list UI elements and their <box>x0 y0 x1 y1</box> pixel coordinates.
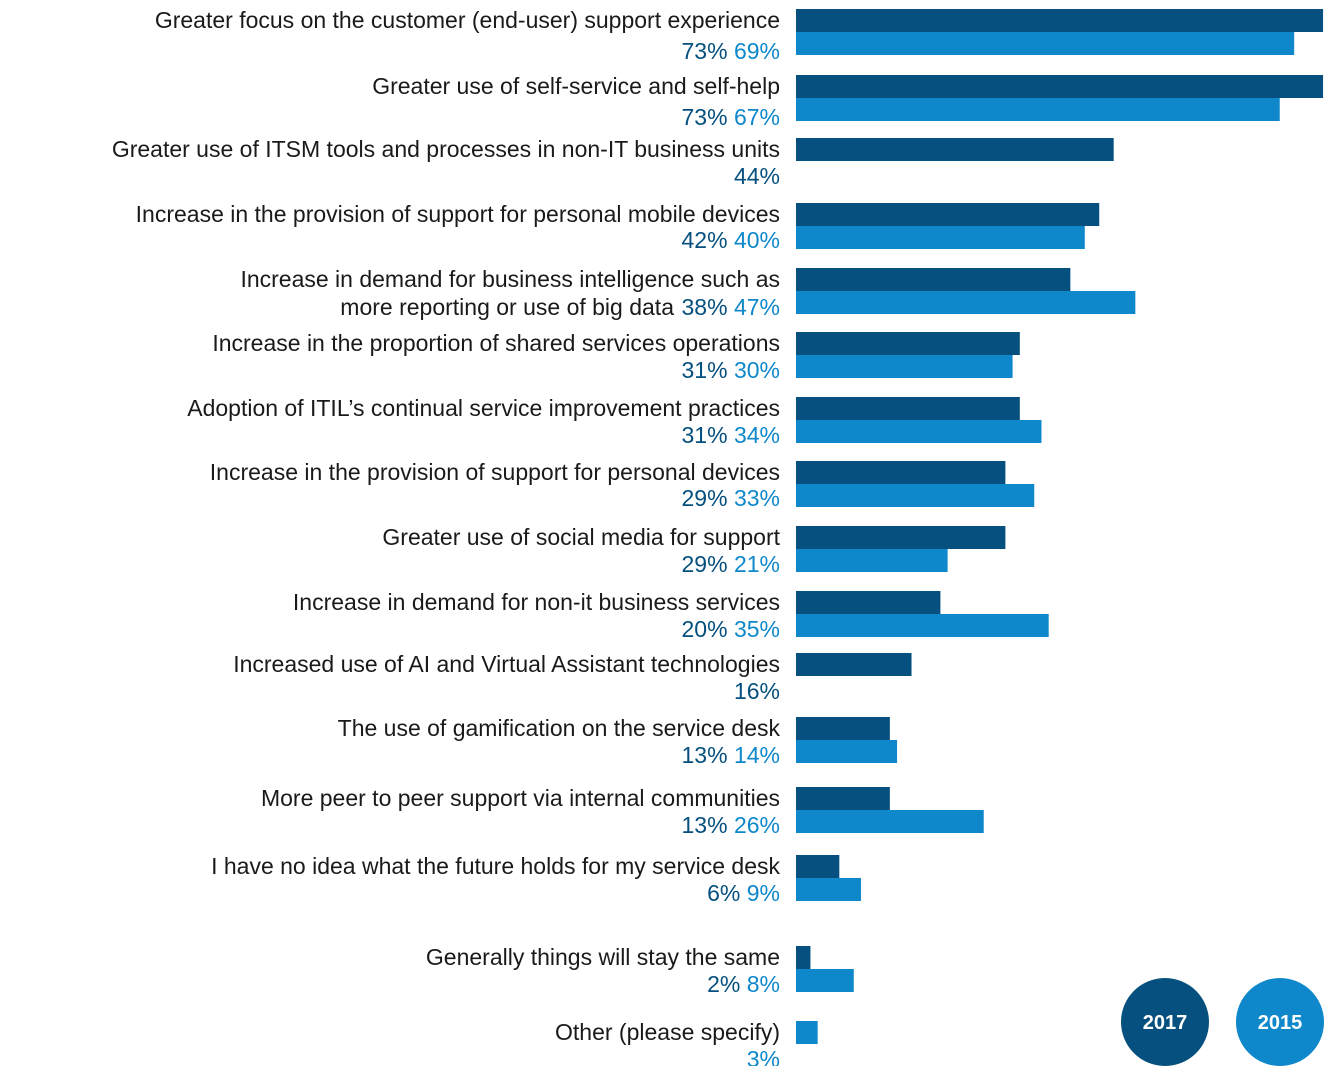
value-label-2015: 33% <box>728 485 780 511</box>
bar-2015 <box>796 484 1035 507</box>
value-label-2015: 69% <box>728 38 780 64</box>
value-label-2017: 16% <box>734 678 780 704</box>
value-label-2017: 31% <box>682 357 728 383</box>
bar-2015 <box>796 420 1042 443</box>
category-label: Increase in the proportion of shared ser… <box>212 330 780 356</box>
category-label: Increase in demand for non-it business s… <box>293 589 780 615</box>
bar-2015 <box>796 549 948 572</box>
category-label: Greater use of social media for support <box>382 524 780 550</box>
legend-label-2015: 2015 <box>1258 1012 1303 1034</box>
value-label-2017: 2% <box>707 971 740 997</box>
category-label: I have no idea what the future holds for… <box>211 853 780 879</box>
bar-2015 <box>796 810 984 833</box>
bar-2015 <box>796 291 1136 314</box>
value-labels: 16% <box>734 678 780 704</box>
value-labels: 73% 69% <box>682 38 780 64</box>
value-labels: 6% 9% <box>707 880 780 906</box>
value-labels: 2% 8% <box>707 971 780 997</box>
value-label-2015: 67% <box>728 104 780 130</box>
value-labels: 31% 30% <box>682 357 780 383</box>
bar-2017 <box>796 75 1324 98</box>
value-labels: 44% <box>734 163 780 189</box>
legend-circle-2015 <box>1236 978 1324 1066</box>
bar-2017 <box>796 9 1324 32</box>
bar-2017 <box>796 397 1020 420</box>
category-label: more reporting or use of big data <box>340 294 674 320</box>
category-label: Greater focus on the customer (end-user)… <box>155 7 780 33</box>
value-labels: 29% 33% <box>682 485 780 511</box>
value-label-2015: 34% <box>728 422 780 448</box>
value-labels: 3% <box>747 1046 780 1066</box>
value-label-2015: 30% <box>728 357 780 383</box>
category-label: Increase in the provision of support for… <box>136 201 780 227</box>
category-label: The use of gamification on the service d… <box>338 715 781 741</box>
value-label-2017: 38% <box>682 294 728 320</box>
bar-2015 <box>796 969 854 992</box>
category-label: Increase in the provision of support for… <box>210 459 780 485</box>
bar-2015 <box>796 355 1013 378</box>
value-labels: 13% 14% <box>682 742 780 768</box>
value-label-2015: 35% <box>728 616 780 642</box>
bar-2017 <box>796 653 912 676</box>
bar-2017 <box>796 946 811 969</box>
value-label-2015: 47% <box>728 294 780 320</box>
value-labels: 73% 67% <box>682 104 780 130</box>
category-label: Increase in demand for business intellig… <box>240 266 780 292</box>
value-label-2017: 73% <box>682 38 728 64</box>
value-labels: 13% 26% <box>682 812 780 838</box>
bar-2017 <box>796 203 1100 226</box>
value-label-2017: 44% <box>734 163 780 189</box>
bar-2015 <box>796 740 898 763</box>
bar-2015 <box>796 614 1049 637</box>
value-label-2015: 3% <box>747 1046 780 1066</box>
bar-2017 <box>796 268 1071 291</box>
value-label-2017: 31% <box>682 422 728 448</box>
value-label-2017: 6% <box>707 880 740 906</box>
value-label-2015: 26% <box>728 812 780 838</box>
value-labels: 29% 21% <box>682 551 780 577</box>
bar-2017 <box>796 591 941 614</box>
category-label: Generally things will stay the same <box>426 944 780 970</box>
category-label: Greater use of ITSM tools and processes … <box>112 136 780 162</box>
bar-2015 <box>796 98 1280 121</box>
value-labels: 31% 34% <box>682 422 780 448</box>
bar-2017 <box>796 787 890 810</box>
category-label: Increased use of AI and Virtual Assistan… <box>233 651 780 677</box>
bar-2017 <box>796 855 840 878</box>
category-label: Greater use of self-service and self-hel… <box>372 73 780 99</box>
value-label-2015: 40% <box>728 227 780 253</box>
value-label-2017: 29% <box>682 485 728 511</box>
value-labels: 20% 35% <box>682 616 780 642</box>
value-label-2015: 21% <box>728 551 780 577</box>
bar-2015 <box>796 878 861 901</box>
bar-2017 <box>796 526 1006 549</box>
value-label-2017: 13% <box>682 812 728 838</box>
value-label-2015: 14% <box>728 742 780 768</box>
value-labels: 38% 47% <box>682 294 780 320</box>
value-label-2015: 8% <box>740 971 780 997</box>
bar-2015 <box>796 32 1295 55</box>
value-label-2015: 9% <box>740 880 780 906</box>
value-label-2017: 20% <box>682 616 728 642</box>
value-label-2017: 13% <box>682 742 728 768</box>
bar-2015 <box>796 226 1085 249</box>
value-label-2017: 42% <box>682 227 728 253</box>
category-label: More peer to peer support via internal c… <box>261 785 780 811</box>
bar-2017 <box>796 717 890 740</box>
bar-2015 <box>796 1021 818 1044</box>
bar-2017 <box>796 138 1114 161</box>
value-label-2017: 73% <box>682 104 728 130</box>
category-label: Other (please specify) <box>555 1019 780 1045</box>
legend-label-2017: 2017 <box>1143 1012 1188 1034</box>
value-labels: 42% 40% <box>682 227 780 253</box>
bar-2017 <box>796 332 1020 355</box>
value-label-2017: 29% <box>682 551 728 577</box>
bar-2017 <box>796 461 1006 484</box>
legend-circle-2017 <box>1121 978 1209 1066</box>
category-label: Adoption of ITIL’s continual service imp… <box>187 395 780 421</box>
